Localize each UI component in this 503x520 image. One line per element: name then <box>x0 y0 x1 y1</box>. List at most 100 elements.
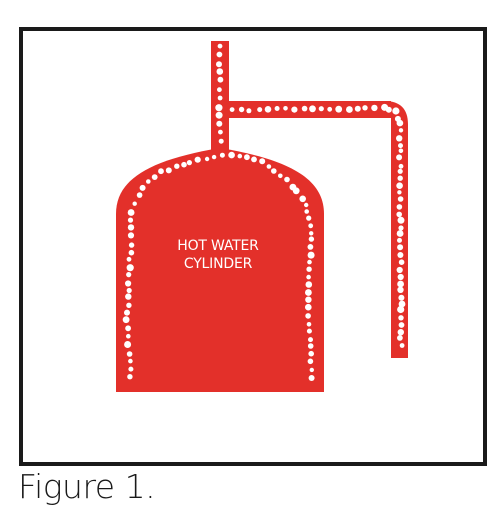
bubble <box>398 300 406 308</box>
bubble <box>307 244 314 250</box>
bubble <box>218 138 224 144</box>
bubble <box>397 190 402 195</box>
bubble <box>398 259 405 266</box>
bubble <box>211 154 217 160</box>
bubble <box>257 107 263 113</box>
bubble <box>127 217 134 223</box>
figure-caption: Figure 1. <box>18 467 156 506</box>
cylinder-label-line2: CYLINDER <box>184 256 253 272</box>
bubble <box>216 68 224 75</box>
bubble <box>398 294 405 301</box>
bubble <box>398 322 405 328</box>
bubble <box>346 106 353 113</box>
bubble <box>244 154 250 161</box>
bubble <box>291 106 298 113</box>
bubble <box>396 211 403 218</box>
bubble <box>284 176 290 183</box>
bubble <box>216 120 223 127</box>
bubble <box>127 232 135 239</box>
bubble <box>127 224 135 231</box>
bubble <box>307 259 312 265</box>
bubble <box>278 173 283 179</box>
bubble <box>327 106 333 112</box>
bubble <box>398 315 404 321</box>
bubble <box>309 231 314 236</box>
bubble <box>165 167 172 174</box>
bubble <box>305 303 312 311</box>
bubble <box>126 287 132 294</box>
bubble <box>371 104 378 112</box>
bubble <box>335 105 343 113</box>
bubble <box>124 341 132 348</box>
bubble <box>139 184 146 191</box>
bubble <box>266 164 272 169</box>
bubble <box>398 143 403 149</box>
bubble <box>306 266 312 272</box>
bubble <box>397 335 403 341</box>
bubble <box>397 305 405 314</box>
bubble <box>306 322 312 327</box>
bubble <box>398 163 404 169</box>
bubble <box>174 163 180 169</box>
bubble <box>399 343 405 348</box>
hot-water-bubbles <box>122 43 406 381</box>
bubble <box>397 168 403 174</box>
bubble <box>283 106 288 111</box>
bubble <box>308 350 315 357</box>
bubble <box>158 168 164 175</box>
bubble <box>397 286 404 293</box>
bubble <box>216 51 223 58</box>
bubble <box>304 202 309 208</box>
bubble <box>397 273 404 281</box>
bubble <box>354 105 361 112</box>
bubble <box>128 358 133 364</box>
bubble <box>217 76 224 83</box>
bubble <box>125 325 131 332</box>
bubble <box>238 106 245 113</box>
bubble <box>204 156 210 162</box>
bubble <box>392 107 400 115</box>
bubble <box>228 151 235 159</box>
bubble <box>125 293 132 300</box>
bubble <box>308 375 315 381</box>
bubble <box>305 289 312 296</box>
bubble <box>396 204 403 210</box>
bubble <box>397 216 405 224</box>
bubble <box>397 280 404 288</box>
bubble <box>299 195 307 203</box>
bubble <box>398 148 404 154</box>
bubble <box>126 264 134 272</box>
bubble <box>397 175 403 181</box>
bubble <box>396 230 404 237</box>
bubble <box>309 367 314 373</box>
bubble <box>305 296 312 303</box>
bubble <box>194 156 201 163</box>
bubble <box>216 61 222 68</box>
bubble <box>132 201 137 206</box>
bubble <box>307 343 314 349</box>
bubble <box>306 215 312 221</box>
bubble <box>237 153 243 159</box>
bubble <box>127 209 135 216</box>
bubble <box>305 281 313 288</box>
bubble <box>186 160 192 166</box>
bubble <box>127 374 133 380</box>
bubble <box>136 192 143 198</box>
bubble <box>126 351 133 357</box>
bubble <box>397 237 402 243</box>
bubble <box>126 256 132 262</box>
bubble <box>308 223 314 229</box>
bubble <box>218 129 223 135</box>
bubble <box>124 309 130 316</box>
bubble <box>151 174 158 181</box>
bubble <box>308 337 313 343</box>
bubble <box>309 105 316 113</box>
bubble <box>259 158 266 165</box>
bubble <box>306 274 311 280</box>
bubble <box>128 249 135 256</box>
bubble <box>215 104 223 112</box>
bubble <box>396 182 403 189</box>
bubble <box>308 236 315 242</box>
bubble <box>229 107 235 112</box>
